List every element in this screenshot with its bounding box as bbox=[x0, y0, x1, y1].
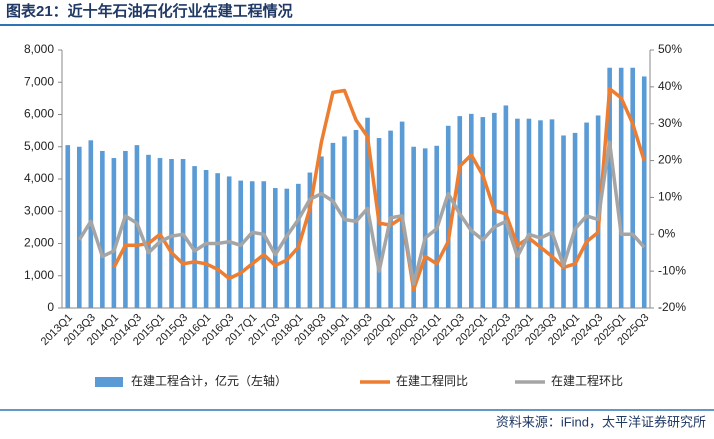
bar bbox=[561, 135, 566, 308]
bar bbox=[192, 166, 197, 308]
bar bbox=[641, 76, 647, 308]
line bbox=[112, 86, 646, 292]
bar bbox=[342, 136, 347, 308]
y2-tick-label: 50% bbox=[658, 42, 682, 56]
bar bbox=[330, 142, 336, 308]
bar bbox=[284, 188, 290, 308]
bar bbox=[549, 119, 555, 309]
bar bbox=[572, 132, 578, 308]
y-tick-label: 5,000 bbox=[24, 139, 54, 153]
y-tick-label: 4,000 bbox=[24, 171, 54, 185]
legend-label: 在建工程环比 bbox=[551, 373, 623, 388]
bar bbox=[422, 148, 428, 308]
bar bbox=[480, 117, 486, 308]
y-tick-label: 6,000 bbox=[24, 107, 54, 121]
bar bbox=[203, 169, 209, 308]
y-tick-label: 7,000 bbox=[24, 74, 54, 88]
bar bbox=[630, 67, 636, 308]
bar bbox=[503, 105, 509, 308]
bar bbox=[445, 125, 451, 308]
bar bbox=[215, 173, 220, 308]
y-tick-label: 0 bbox=[47, 300, 54, 314]
source: 资料来源：iFind，太平洋证券研究所 bbox=[496, 414, 706, 429]
bar bbox=[618, 67, 624, 308]
chart-title: 图表21：近十年石油石化行业在建工程情况 bbox=[6, 2, 293, 20]
bar bbox=[111, 158, 117, 308]
legend-label: 在建工程合计，亿元（左轴） bbox=[131, 373, 287, 388]
y2-tick-label: 30% bbox=[658, 116, 682, 130]
bar bbox=[169, 159, 174, 308]
y-tick-label: 8,000 bbox=[24, 42, 54, 56]
y2-tick-label: -20% bbox=[658, 300, 686, 314]
bar bbox=[411, 146, 416, 308]
legend-label: 在建工程同比 bbox=[396, 373, 468, 388]
bar bbox=[468, 113, 474, 308]
bar bbox=[307, 172, 313, 308]
bar bbox=[526, 118, 532, 308]
legend-swatch bbox=[95, 377, 123, 387]
bar bbox=[272, 188, 278, 308]
bar bbox=[65, 145, 71, 308]
y2-tick-label: 0% bbox=[658, 226, 676, 240]
bar bbox=[261, 181, 267, 308]
line bbox=[77, 140, 646, 286]
y2-tick-label: 20% bbox=[658, 153, 682, 167]
y-tick-label: 3,000 bbox=[24, 203, 54, 217]
bar bbox=[123, 150, 128, 308]
bar bbox=[319, 156, 324, 308]
bar bbox=[607, 67, 612, 308]
y2-tick-label: 10% bbox=[658, 190, 682, 204]
bar bbox=[146, 154, 151, 308]
bar bbox=[249, 181, 255, 308]
bar bbox=[76, 146, 82, 308]
bar bbox=[515, 118, 520, 308]
y2-tick-label: -10% bbox=[658, 263, 686, 277]
y-tick-label: 2,000 bbox=[24, 236, 54, 250]
y2-tick-label: 40% bbox=[658, 79, 682, 93]
y-tick-label: 1,000 bbox=[24, 268, 54, 282]
bar bbox=[538, 120, 543, 309]
bar bbox=[100, 150, 105, 308]
